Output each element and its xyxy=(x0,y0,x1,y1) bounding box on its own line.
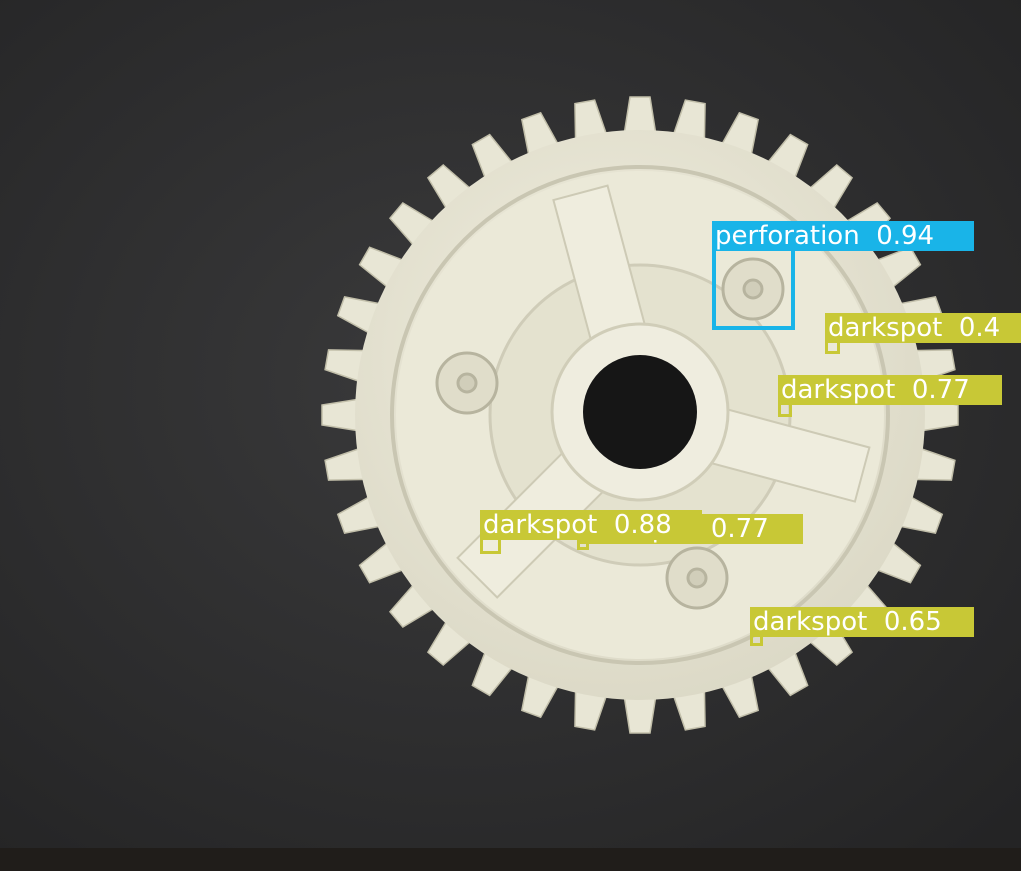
bottom-strip xyxy=(0,848,1021,871)
gear-rim-inner-edge xyxy=(390,165,890,665)
gear-tooth xyxy=(623,96,657,136)
gear-bore xyxy=(583,355,697,469)
darkspot-label: darkspot 0.4 xyxy=(825,313,1021,343)
darkspot-label: darkspot 0.65 xyxy=(750,607,974,637)
gear-tooth xyxy=(321,398,361,432)
perforation-box xyxy=(712,246,795,330)
darkspot-label: darkspot 0.88 xyxy=(480,510,702,540)
perforation-label: perforation 0.94 xyxy=(712,221,974,251)
gear-photo xyxy=(0,0,1021,848)
darkspot-label: darkspot 0.77 xyxy=(778,375,1002,405)
gear-tooth xyxy=(623,694,657,734)
gear-pin-holes xyxy=(435,257,785,610)
